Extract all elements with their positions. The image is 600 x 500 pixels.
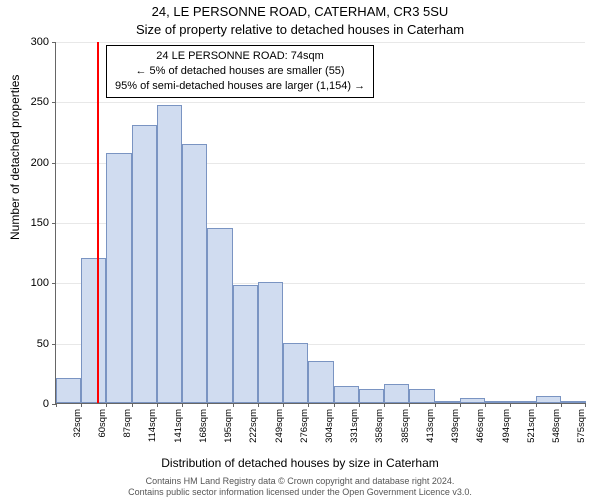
histogram-bar bbox=[334, 386, 359, 403]
x-tick bbox=[409, 403, 410, 407]
x-tick-label: 276sqm bbox=[299, 409, 310, 443]
y-tick-label: 200 bbox=[31, 157, 49, 169]
y-tick-label: 50 bbox=[37, 338, 49, 350]
x-tick-label: 114sqm bbox=[147, 409, 158, 442]
y-tick bbox=[52, 223, 56, 224]
footer-attribution: Contains HM Land Registry data © Crown c… bbox=[0, 476, 600, 499]
histogram-bar bbox=[56, 378, 81, 403]
annotation-line1: 24 LE PERSONNE ROAD: 74sqm bbox=[115, 49, 365, 64]
annotation-box: 24 LE PERSONNE ROAD: 74sqm ← 5% of detac… bbox=[106, 45, 374, 98]
histogram-bar bbox=[258, 282, 283, 403]
y-tick-label: 0 bbox=[43, 398, 49, 410]
x-tick bbox=[585, 403, 586, 407]
x-tick bbox=[106, 403, 107, 407]
histogram-bar bbox=[207, 228, 232, 403]
histogram-bar bbox=[157, 105, 182, 403]
x-tick bbox=[435, 403, 436, 407]
x-tick-label: 141sqm bbox=[173, 409, 184, 443]
footer-line2: Contains public sector information licen… bbox=[0, 487, 600, 498]
x-tick bbox=[384, 403, 385, 407]
histogram-bar bbox=[561, 401, 586, 403]
gridline bbox=[56, 102, 585, 103]
x-tick bbox=[207, 403, 208, 407]
x-tick-label: 466sqm bbox=[475, 409, 486, 443]
footer-line1: Contains HM Land Registry data © Crown c… bbox=[0, 476, 600, 487]
x-tick bbox=[334, 403, 335, 407]
x-tick bbox=[233, 403, 234, 407]
gridline bbox=[56, 42, 585, 43]
y-tick bbox=[52, 102, 56, 103]
chart-container: 24, LE PERSONNE ROAD, CATERHAM, CR3 5SU … bbox=[0, 0, 600, 500]
x-tick-label: 304sqm bbox=[324, 409, 335, 443]
histogram-bar bbox=[460, 398, 485, 403]
x-tick-label: 548sqm bbox=[551, 409, 562, 443]
x-tick-label: 60sqm bbox=[97, 409, 108, 438]
y-tick bbox=[52, 42, 56, 43]
x-tick-label: 32sqm bbox=[72, 409, 83, 438]
x-tick bbox=[182, 403, 183, 407]
histogram-bar bbox=[132, 125, 157, 403]
x-tick-label: 249sqm bbox=[274, 409, 285, 443]
x-tick bbox=[81, 403, 82, 407]
histogram-bar bbox=[485, 401, 510, 403]
x-tick-label: 168sqm bbox=[198, 409, 209, 443]
annotation-line2: ← 5% of detached houses are smaller (55) bbox=[115, 64, 365, 79]
marker-line bbox=[97, 42, 99, 403]
plot-area: 05010015020025030032sqm60sqm87sqm114sqm1… bbox=[55, 42, 585, 404]
x-tick bbox=[561, 403, 562, 407]
histogram-bar bbox=[359, 389, 384, 403]
histogram-bar bbox=[233, 285, 258, 403]
x-tick-label: 439sqm bbox=[450, 409, 461, 443]
x-tick bbox=[460, 403, 461, 407]
x-tick bbox=[132, 403, 133, 407]
x-tick-label: 494sqm bbox=[501, 409, 512, 443]
histogram-bar bbox=[435, 401, 460, 403]
chart-subtitle: Size of property relative to detached ho… bbox=[0, 22, 600, 37]
x-tick-label: 575sqm bbox=[576, 409, 587, 443]
y-tick-label: 300 bbox=[31, 36, 49, 48]
histogram-bar bbox=[81, 258, 106, 403]
x-tick bbox=[56, 403, 57, 407]
x-tick-label: 222sqm bbox=[248, 409, 259, 443]
histogram-bar bbox=[308, 361, 333, 403]
x-axis-label: Distribution of detached houses by size … bbox=[0, 456, 600, 470]
histogram-bar bbox=[283, 343, 308, 403]
y-tick bbox=[52, 344, 56, 345]
x-tick-label: 413sqm bbox=[425, 409, 436, 443]
page-title: 24, LE PERSONNE ROAD, CATERHAM, CR3 5SU bbox=[0, 4, 600, 19]
x-tick bbox=[283, 403, 284, 407]
x-tick bbox=[157, 403, 158, 407]
y-tick bbox=[52, 283, 56, 284]
x-tick bbox=[485, 403, 486, 407]
x-tick bbox=[258, 403, 259, 407]
x-tick bbox=[359, 403, 360, 407]
x-tick bbox=[308, 403, 309, 407]
x-tick-label: 385sqm bbox=[400, 409, 411, 443]
x-tick bbox=[536, 403, 537, 407]
y-tick-label: 100 bbox=[31, 277, 49, 289]
x-tick-label: 195sqm bbox=[223, 409, 234, 443]
histogram-bar bbox=[384, 384, 409, 403]
histogram-bar bbox=[182, 144, 207, 403]
x-tick-label: 521sqm bbox=[526, 409, 537, 443]
histogram-bar bbox=[106, 153, 131, 403]
y-tick bbox=[52, 163, 56, 164]
y-tick-label: 250 bbox=[31, 96, 49, 108]
histogram-bar bbox=[536, 396, 561, 403]
y-axis-label: Number of detached properties bbox=[8, 75, 22, 240]
x-tick-label: 358sqm bbox=[374, 409, 385, 443]
x-tick bbox=[510, 403, 511, 407]
y-tick-label: 150 bbox=[31, 217, 49, 229]
x-tick-label: 331sqm bbox=[349, 409, 360, 443]
annotation-line3: 95% of semi-detached houses are larger (… bbox=[115, 79, 365, 94]
histogram-bar bbox=[409, 389, 434, 403]
x-tick-label: 87sqm bbox=[122, 409, 133, 438]
histogram-bar bbox=[510, 401, 535, 403]
